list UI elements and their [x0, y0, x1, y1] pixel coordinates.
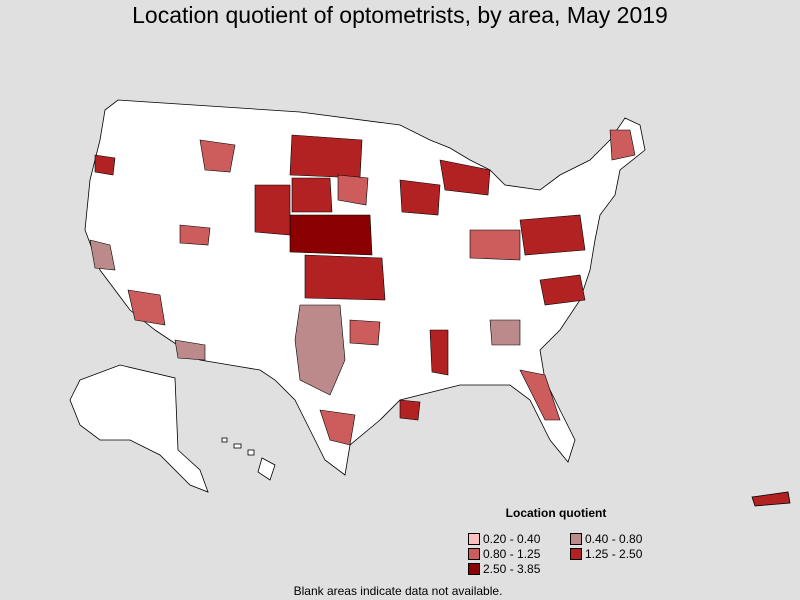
map-area	[337, 174, 369, 206]
map-area	[294, 304, 346, 396]
map-area	[174, 339, 206, 361]
map-area	[199, 139, 236, 173]
map-area	[289, 134, 363, 179]
map-area	[489, 319, 521, 346]
legend-swatch	[570, 533, 582, 545]
legend-label: 0.80 - 1.25	[483, 547, 541, 561]
legend: Location quotient 0.20 - 0.40 0.40 - 0.8…	[468, 506, 648, 576]
map-title: Location quotient of optometrists, by ar…	[132, 2, 668, 28]
map-area	[429, 329, 449, 376]
map-area	[89, 239, 116, 271]
map-area	[609, 129, 636, 161]
legend-label: 2.50 - 3.85	[483, 562, 541, 576]
legend-label: 0.20 - 0.40	[483, 532, 541, 546]
legend-swatch	[468, 533, 480, 545]
legend-label: 0.40 - 0.80	[585, 532, 643, 546]
map-area	[519, 369, 561, 421]
legend-item: 0.40 - 0.80	[570, 532, 670, 546]
legend-item: 0.20 - 0.40	[468, 532, 570, 546]
footnote: Blank areas indicate data not available.	[293, 584, 503, 598]
legend-item: 1.25 - 2.50	[570, 547, 670, 561]
legend-item: 2.50 - 3.85	[468, 562, 570, 576]
map-area	[179, 224, 211, 246]
map-area	[399, 399, 421, 421]
map-area	[127, 289, 166, 326]
map-area	[291, 177, 333, 213]
map-area	[519, 214, 586, 256]
map-area	[539, 274, 586, 306]
alaska	[69, 364, 209, 493]
legend-label: 1.25 - 2.50	[585, 547, 643, 561]
legend-swatch	[468, 563, 480, 575]
hawaii	[221, 437, 276, 481]
legend-item: 0.80 - 1.25	[468, 547, 570, 561]
map-area	[289, 214, 373, 256]
legend-swatch	[570, 548, 582, 560]
map-area	[254, 184, 291, 236]
map-area	[349, 319, 381, 346]
legend-title: Location quotient	[505, 506, 607, 520]
map-area	[469, 229, 521, 261]
puerto-rico	[751, 491, 791, 507]
map-area	[304, 254, 386, 301]
map-area	[319, 409, 356, 446]
legend-swatch	[468, 548, 480, 560]
map-area	[439, 159, 491, 196]
map-area	[399, 179, 441, 216]
map-area	[94, 154, 116, 176]
